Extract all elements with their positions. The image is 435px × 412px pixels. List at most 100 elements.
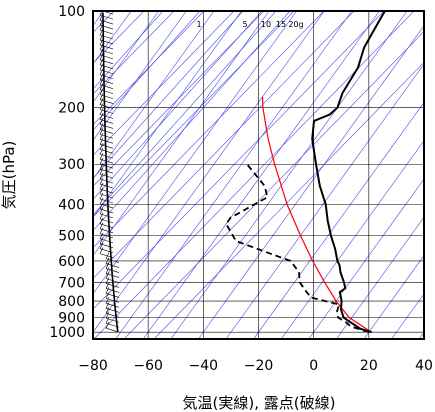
adiabat-line: [93, 11, 295, 218]
wind-barb-flag: [99, 53, 104, 60]
wind-barb-flag: [100, 4, 103, 10]
wind-barb-flag: [99, 167, 104, 175]
isotherm-line: [170, 11, 408, 339]
mixing-ratio-line: [93, 11, 244, 179]
wind-barb-flag: [99, 133, 104, 140]
x-tick-label: −40: [189, 358, 219, 374]
wind-barb: [99, 238, 114, 244]
wind-barb: [99, 44, 114, 50]
wind-barb-flag: [105, 252, 110, 259]
isotherm-line: [93, 11, 270, 257]
wind-barb: [99, 119, 114, 124]
isotherm-line: [93, 11, 160, 103]
isotherm-line: [280, 140, 424, 339]
wind-barb-flag: [99, 143, 104, 150]
wind-barb-flag: [99, 192, 104, 200]
wind-barb-flag: [99, 43, 104, 51]
isotherm-line: [93, 11, 242, 218]
isotherm-line: [336, 216, 424, 339]
adiabat-line: [93, 11, 265, 187]
y-tick-label: 400: [58, 197, 85, 213]
wind-barb: [99, 99, 114, 104]
wind-barb: [99, 124, 114, 129]
y-tick-label: 700: [58, 275, 85, 291]
isotherm-line: [93, 11, 187, 142]
wind-barb: [105, 288, 120, 293]
wind-barb: [105, 327, 120, 333]
adiabat-line: [93, 11, 415, 339]
mixing-ratio-label: 15: [276, 20, 286, 29]
wind-barb: [101, 11, 114, 15]
wind-barb-flag: [99, 11, 103, 16]
wind-barb: [99, 109, 114, 114]
wind-barb-flag: [105, 282, 110, 289]
wind-barb-flag: [99, 138, 104, 145]
x-tick-label: 20: [360, 358, 378, 374]
isotherm-line: [391, 293, 424, 339]
wind-barb-flag: [99, 108, 104, 115]
wind-barb: [99, 64, 114, 70]
wind-barb: [99, 39, 114, 45]
wind-barb-flag: [99, 187, 104, 195]
mixing-ratio-line: [93, 11, 201, 131]
wind-barb: [99, 89, 114, 94]
x-tick-label: −80: [78, 358, 108, 374]
mixing-ratio-line: [93, 11, 277, 216]
grid-lines: [93, 11, 424, 339]
wind-barb-flag: [99, 217, 104, 224]
wind-barb-flag: [99, 58, 104, 65]
wind-barb-flag: [99, 103, 104, 110]
wind-barb: [99, 114, 114, 119]
isotherm-line: [418, 331, 424, 339]
wind-barb: [99, 203, 114, 209]
wind-barb-flag: [99, 232, 104, 239]
wind-barb: [105, 308, 120, 313]
wind-barb-flag: [99, 212, 104, 219]
wind-barb: [99, 213, 114, 219]
wind-barb-flag: [99, 222, 104, 229]
x-tick-label: −20: [244, 358, 274, 374]
wind-barb: [105, 303, 120, 308]
wind-barb: [105, 298, 120, 303]
wind-barb: [99, 94, 114, 99]
wind-barb-flag: [105, 287, 110, 294]
series-lines: [102, 11, 386, 334]
mixing-ratio-label: 5: [242, 20, 247, 29]
mixing-ratio-label: 20g: [288, 20, 303, 29]
wind-barb-flag: [99, 237, 104, 244]
wind-barb: [105, 258, 120, 263]
y-tick-label: 100: [58, 4, 85, 20]
wind-barb-flag: [99, 38, 104, 46]
wind-barb-flag: [99, 118, 104, 125]
wind-barb-flag: [99, 93, 104, 100]
y-tick-label: 900: [58, 310, 85, 326]
wind-barb-flag: [105, 297, 110, 304]
mixing-ratio-labels: 1 5 10 15 20g: [196, 20, 303, 29]
wind-barb-flag: [99, 123, 104, 130]
wind-barb-flag: [105, 317, 110, 324]
wind-barb: [99, 69, 114, 75]
wind-barb: [99, 193, 114, 199]
y-tick-label: 800: [58, 294, 85, 310]
x-tick-label: 40: [415, 358, 433, 374]
wind-barb-flag: [105, 292, 110, 299]
wind-barb: [105, 263, 120, 268]
wind-barb-flag: [105, 307, 110, 314]
wind-barb: [99, 228, 114, 234]
wind-barb: [99, 24, 114, 30]
y-axis-label: 気圧(hPa): [0, 141, 18, 210]
temperature-line: [311, 11, 386, 334]
wind-barb-flag: [99, 197, 104, 205]
wind-barb-flag: [99, 153, 104, 160]
wind-barb: [99, 223, 114, 229]
wind-barb-flag: [99, 148, 104, 155]
wind-barb-flag: [105, 322, 110, 329]
wind-barb: [105, 293, 120, 298]
mixing-ratio-line: [93, 11, 291, 232]
x-tick-label: 0: [309, 358, 318, 374]
isotherm-line: [198, 25, 424, 339]
isotherm-line: [225, 63, 424, 339]
wind-barb: [99, 139, 114, 144]
wind-barb-flag: [99, 158, 104, 165]
adiabat-line: [93, 11, 355, 279]
